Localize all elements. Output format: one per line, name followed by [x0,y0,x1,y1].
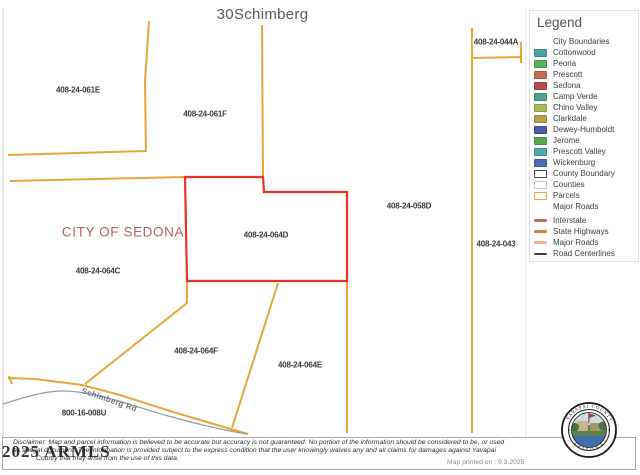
legend-swatch-empty [534,203,547,211]
legend-label: Road Centerlines [553,249,615,258]
disclaimer-box [2,437,636,470]
legend-item-chino-valley: Chino Valley [534,102,638,113]
legend-swatch [534,103,547,112]
legend-label: Camp Verde [553,92,598,101]
legend-label: Prescott [553,70,583,79]
legend-item-wickenburg: Wickenburg [534,157,638,168]
legend-label: Chino Valley [553,103,598,112]
disclaimer-line-3: County that may arise from the use of th… [36,455,179,462]
legend-swatch [534,147,547,156]
legend-swatch [534,81,547,90]
legend-item-camp-verde: Camp Verde [534,91,638,102]
legend-label: State Highways [553,227,609,236]
legend-label: City Boundaries [553,37,610,46]
legend-swatch [534,241,547,244]
legend-label: Major Roads [553,202,599,211]
legend-label: Wickenburg [553,158,596,167]
legend-item-road-centerlines: Road Centerlines [534,248,638,259]
legend-label: Major Roads [553,238,599,247]
legend-swatch [534,136,547,145]
legend-swatch-empty [534,38,547,46]
legend-swatch [534,70,547,79]
yavapai-county-seal-icon: YAVAPAI COUNTY ARIZONA [561,402,617,458]
legend-label: Prescott Valley [553,147,606,156]
legend-swatch [534,169,547,178]
legend-item-jerome: Jerome [534,135,638,146]
legend-label: Jerome [553,136,580,145]
legend-panel: Legend City Boundaries Cottonwood Peoria Pr… [529,10,639,262]
legend-label: Cottonwood [553,48,596,57]
legend-item-parcels: Parcels [534,190,638,201]
legend-item-major-roads: Major Roads [534,201,638,212]
legend-title: Legend [537,15,583,30]
legend-label: Peoria [553,59,577,68]
legend-item-cottonwood: Cottonwood [534,47,638,58]
legend-label: County Boundary [553,169,615,178]
disclaimer-line-2: as a legal document. The information is … [13,447,496,454]
parcel-label: 800-16-008U [61,408,107,418]
armls-watermark: 2025 ARMLS [2,442,111,461]
selected-parcel-outline[interactable] [183,175,349,283]
legend-item-sedona: Sedona [534,80,638,91]
legend-swatch [534,125,547,134]
legend-item-peoria: Peoria [534,58,638,69]
legend-item-state-highways: State Highways [534,226,638,237]
legend-item-city-boundaries: City Boundaries [534,36,638,47]
legend-swatch [534,191,547,200]
legend-label: Clarkdale [553,114,587,123]
road-centerline [2,390,248,435]
parcel-label-selected: 408-24-064D [243,230,289,240]
disclaimer-line-1: Disclaimer: Map and parcel information i… [13,439,505,446]
legend-swatch [534,48,547,57]
legend-item-interstate: Interstate [534,215,638,226]
legend-swatch [534,114,547,123]
parcel-label: 408-24-064C [75,266,121,276]
city-boundary-label: CITY OF SEDONA [61,224,185,240]
road-schimberg [7,377,249,435]
parcel-label: 408-24-061F [183,109,227,119]
parcel-label: 408-24-043 [476,239,516,249]
legend-swatch [534,92,547,101]
legend-item-prescott-valley: Prescott Valley [534,146,638,157]
legend-item-counties: Counties [534,179,638,190]
parcel-boundary-lines [7,20,523,433]
legend-item-clarkdale: Clarkdale [534,113,638,124]
legend-item-major-roads: Major Roads [534,237,638,248]
legend-items: City Boundaries Cottonwood Peoria Prescott S… [530,36,638,259]
legend-swatch [534,59,547,68]
legend-label: Interstate [553,216,587,225]
parcel-label: 408-24-064E [277,360,323,370]
legend-label: Parcels [553,191,580,200]
parcel-label: 408-24-061E [55,85,101,95]
parcel-label: 408-24-064F [174,346,218,356]
legend-label: Counties [553,180,585,189]
legend-swatch [534,180,547,189]
page-title: 30Schimberg [216,6,309,23]
legend-swatch [534,158,547,167]
legend-swatch [534,230,547,233]
legend-swatch [534,252,547,255]
legend-swatch [534,218,547,223]
legend-item-dewey-humboldt: Dewey-Humboldt [534,124,638,135]
parcel-label: 408-24-044A [472,37,520,47]
print-date: Map printed on : 9.3.2025 [447,459,525,466]
parcel-label: 408-24-058D [386,201,432,211]
legend-label: Sedona [553,81,581,90]
legend-item-prescott: Prescott [534,69,638,80]
legend-label: Dewey-Humboldt [553,125,615,134]
legend-item-county-boundary: County Boundary [534,168,638,179]
